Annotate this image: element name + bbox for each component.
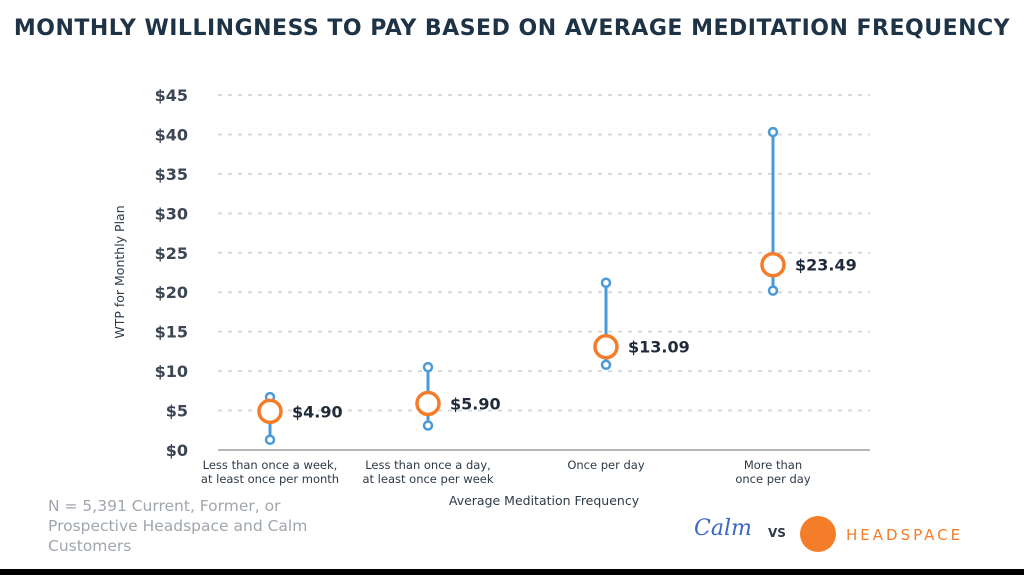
y-axis-ticks: $0 $5 $10 $15 $20 $25 $30 $35 $40 $45 bbox=[155, 86, 188, 460]
gridlines bbox=[218, 94, 870, 412]
range-low-marker bbox=[422, 420, 434, 431]
y-axis-title: WTP for Monthly Plan bbox=[112, 205, 127, 338]
average-point bbox=[257, 398, 283, 425]
range-item: $4.90 bbox=[257, 391, 343, 445]
value-label: $23.49 bbox=[795, 256, 857, 275]
bottom-bar bbox=[0, 569, 1024, 575]
x-category-label: More than once per day bbox=[735, 458, 810, 486]
x-axis-categories: Less than once a week, at least once per … bbox=[201, 458, 811, 486]
y-tick-label: $25 bbox=[155, 244, 188, 263]
range-low-marker bbox=[264, 434, 276, 445]
x-category-label: Once per day bbox=[567, 458, 644, 472]
range-low-marker bbox=[767, 285, 779, 296]
value-label: $5.90 bbox=[450, 394, 501, 413]
x-category-label: Less than once a day, at least once per w… bbox=[362, 458, 493, 486]
calm-logo: Calm bbox=[694, 516, 752, 541]
value-label: $13.09 bbox=[628, 338, 690, 357]
average-point bbox=[593, 333, 619, 360]
value-label: $4.90 bbox=[292, 402, 343, 421]
vs-label: VS bbox=[768, 526, 786, 540]
y-tick-label: $0 bbox=[166, 441, 188, 460]
headspace-dot-icon bbox=[800, 516, 836, 552]
range-item: $13.09 bbox=[593, 277, 690, 371]
y-tick-label: $20 bbox=[155, 283, 188, 302]
range-high-marker bbox=[422, 361, 434, 373]
sample-footnote: N = 5,391 Current, Former, or Prospectiv… bbox=[48, 497, 308, 555]
range-high-marker bbox=[600, 277, 612, 289]
x-axis-title: Average Meditation Frequency bbox=[449, 493, 640, 508]
brand-comparison: Calm VS HEADSPACE bbox=[690, 514, 980, 558]
y-tick-label: $30 bbox=[155, 204, 188, 223]
y-tick-label: $5 bbox=[166, 402, 188, 421]
headspace-logo: HEADSPACE bbox=[846, 526, 964, 544]
average-point bbox=[760, 251, 786, 278]
range-high-marker bbox=[767, 126, 779, 138]
chart-title: MONTHLY WILLINGNESS TO PAY BASED ON AVER… bbox=[13, 16, 1011, 41]
y-tick-label: $40 bbox=[155, 125, 188, 144]
y-tick-label: $15 bbox=[155, 323, 188, 342]
y-tick-label: $10 bbox=[155, 362, 188, 381]
y-tick-label: $35 bbox=[155, 165, 188, 184]
y-tick-label: $45 bbox=[155, 86, 188, 105]
range-low-marker bbox=[600, 359, 612, 371]
range-item: $23.49 bbox=[760, 126, 857, 296]
x-category-label: Less than once a week, at least once per … bbox=[201, 458, 339, 486]
range-item: $5.90 bbox=[415, 361, 501, 431]
range-series: $4.90 $5.90 $13.09 $23.49 bbox=[257, 126, 857, 445]
average-point bbox=[415, 390, 441, 417]
